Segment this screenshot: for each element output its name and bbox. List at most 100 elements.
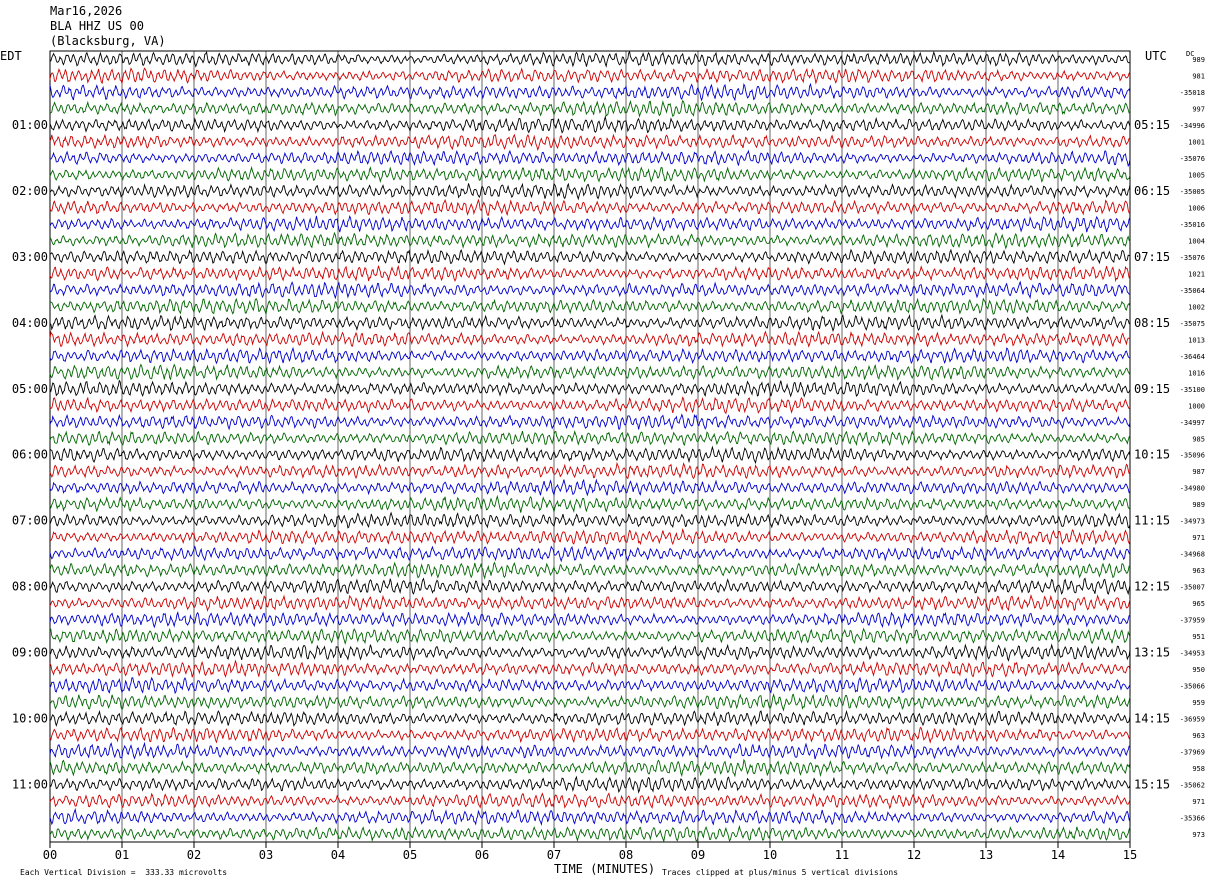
x-tick-label: 12	[907, 848, 921, 862]
left-hour-label: 05:00	[12, 382, 48, 396]
x-tick-label: 06	[475, 848, 489, 862]
seismic-trace	[49, 67, 1131, 85]
dc-offset-value: -35062	[1180, 781, 1205, 789]
left-hour-label: 07:00	[12, 514, 48, 528]
plot-frame	[49, 50, 1131, 843]
right-hour-label: 09:15	[1134, 382, 1170, 396]
x-tick-label: 04	[331, 848, 345, 862]
seismic-trace	[49, 413, 1131, 431]
dc-offset-value: 987	[1192, 468, 1205, 476]
right-hour-label: 12:15	[1134, 580, 1170, 594]
left-hour-label: 10:00	[12, 711, 48, 725]
seismic-trace	[49, 115, 1131, 134]
header-location: (Blacksburg, VA)	[50, 34, 166, 48]
seismic-trace	[49, 133, 1131, 152]
dc-offset-value: -35076	[1180, 254, 1205, 262]
left-hour-label: 02:00	[12, 184, 48, 198]
x-axis-label: TIME (MINUTES)	[554, 862, 656, 876]
left-hour-label: 04:00	[12, 316, 48, 330]
dc-offset-value: 981	[1192, 73, 1205, 81]
seismic-trace	[49, 594, 1131, 612]
seismic-trace	[49, 363, 1131, 382]
header-station: BLA HHZ US 00	[50, 19, 144, 33]
seismic-trace	[49, 50, 1131, 68]
dc-offset-value: 1013	[1188, 336, 1205, 344]
seismic-trace	[49, 709, 1131, 727]
dc-offset-value: 1004	[1188, 238, 1205, 246]
right-hour-label: 10:15	[1134, 448, 1170, 462]
x-tick-label: 14	[1051, 848, 1065, 862]
dc-offset-value: -34996	[1180, 122, 1205, 130]
dc-offset-value: -35018	[1180, 89, 1205, 97]
dc-offset-value: 963	[1192, 732, 1205, 740]
seismic-trace	[49, 528, 1131, 546]
seismic-trace	[49, 396, 1131, 415]
seismic-trace	[49, 165, 1131, 184]
dc-offset-value: 1002	[1188, 303, 1205, 311]
seismic-trace	[49, 149, 1131, 168]
dc-offset-value: -35075	[1180, 320, 1205, 328]
dc-offset-value: -34968	[1180, 551, 1205, 559]
dc-offset-value: -34973	[1180, 518, 1205, 526]
seismic-trace	[49, 545, 1131, 563]
seismic-trace	[49, 792, 1131, 810]
x-tick-label: 02	[187, 848, 201, 862]
seismic-trace	[49, 231, 1131, 250]
right-hour-label: 06:15	[1134, 184, 1170, 198]
dc-offset-value: 1016	[1188, 369, 1205, 377]
footer-clip-note: Traces clipped at plus/minus 5 vertical …	[662, 868, 899, 877]
seismic-trace	[49, 577, 1131, 596]
seismic-trace	[49, 265, 1131, 283]
seismic-trace	[49, 248, 1131, 266]
dc-offset-value: 973	[1192, 831, 1205, 839]
dc-offset-value: -37959	[1180, 617, 1205, 625]
seismic-trace	[49, 807, 1131, 827]
dc-offset-value: 950	[1192, 666, 1205, 674]
dc-offset-value: 1006	[1188, 205, 1205, 213]
seismic-trace	[49, 775, 1131, 794]
dc-offset-value: 971	[1192, 534, 1205, 542]
x-tick-label: 07	[547, 848, 561, 862]
dc-offset-value: 1001	[1188, 139, 1205, 147]
seismic-trace	[49, 561, 1131, 580]
x-tick-label: 00	[43, 848, 57, 862]
seismic-trace	[49, 627, 1131, 645]
dc-offset-value: -34980	[1180, 485, 1205, 493]
dc-offset-value: 959	[1192, 699, 1205, 707]
right-hour-label: 14:15	[1134, 711, 1170, 725]
left-timezone-label: EDT	[0, 49, 22, 63]
seismic-trace	[49, 82, 1131, 102]
seismic-trace	[49, 445, 1131, 465]
right-hour-label: 11:15	[1134, 514, 1170, 528]
left-hour-label: 08:00	[12, 580, 48, 594]
seismic-trace	[49, 478, 1131, 497]
dc-offset-value: -34953	[1180, 649, 1205, 657]
dc-offset-value: 989	[1192, 501, 1205, 509]
seismic-trace	[49, 182, 1131, 201]
seismic-trace	[49, 676, 1131, 695]
dc-offset-header: DC	[1186, 50, 1195, 58]
header-date: Mar16,2026	[50, 4, 123, 18]
x-tick-label: 10	[763, 848, 777, 862]
seismic-trace	[49, 758, 1131, 778]
right-hour-label: 13:15	[1134, 645, 1170, 659]
dc-offset-value: 971	[1192, 798, 1205, 806]
seismic-trace	[49, 214, 1131, 233]
dc-offset-value: -35366	[1180, 814, 1205, 822]
dc-offset-value: 963	[1192, 567, 1205, 575]
seismic-trace	[49, 659, 1131, 678]
seismic-trace	[49, 429, 1131, 447]
seismic-trace	[49, 494, 1131, 513]
dc-offset-value: -35066	[1180, 682, 1205, 690]
dc-offset-value: -35076	[1180, 155, 1205, 163]
footer-division-note: Each Vertical Division = 333.33 microvol…	[20, 868, 228, 877]
seismic-trace	[49, 461, 1131, 480]
dc-offset-value: -36959	[1180, 715, 1205, 723]
right-timezone-label: UTC	[1145, 49, 1167, 63]
seismic-trace	[49, 99, 1131, 118]
x-tick-label: 13	[979, 848, 993, 862]
right-hour-label: 08:15	[1134, 316, 1170, 330]
seismic-trace	[49, 643, 1131, 662]
dc-offset-value: -35100	[1180, 386, 1205, 394]
